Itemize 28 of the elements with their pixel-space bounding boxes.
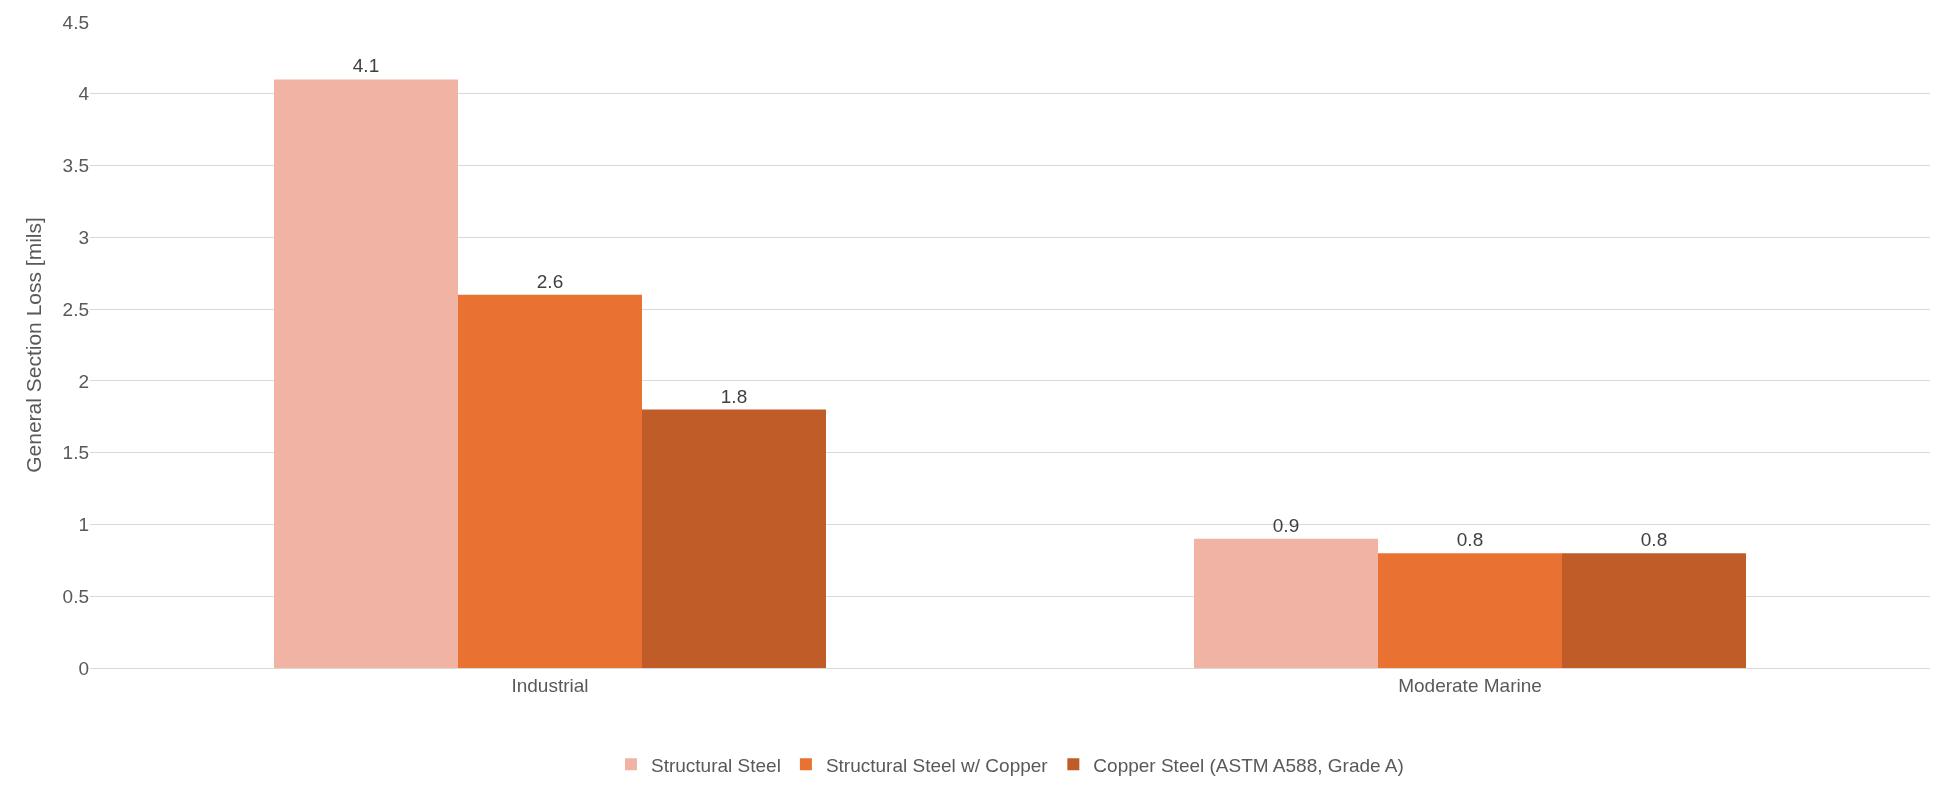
bar — [1194, 538, 1378, 668]
y-tick-label: 3 — [78, 226, 89, 248]
legend-label: Copper Steel (ASTM A588, Grade A) — [1093, 754, 1404, 776]
y-tick-label: 4.5 — [62, 11, 89, 33]
data-label: 0.9 — [1272, 514, 1300, 536]
data-label: 2.6 — [536, 270, 564, 292]
data-label: 0.8 — [1456, 529, 1484, 551]
y-tick-label: 0 — [78, 657, 89, 679]
data-label: 0.8 — [1640, 529, 1668, 551]
x-tick-label: Moderate Marine — [1398, 674, 1542, 696]
bar — [1378, 553, 1562, 668]
bar — [458, 294, 642, 668]
x-tick-label: Industrial — [511, 674, 589, 696]
y-tick-label: 1.5 — [62, 442, 89, 464]
bar — [642, 409, 826, 668]
y-tick-label: 0.5 — [62, 585, 89, 607]
y-tick-label: 1 — [78, 514, 89, 536]
y-axis-title: General Section Loss [mils] — [21, 217, 45, 473]
data-label: 4.1 — [352, 55, 380, 77]
y-tick-label: 2 — [78, 370, 89, 392]
data-label: 1.8 — [720, 385, 748, 407]
legend-label: Structural Steel — [651, 754, 781, 776]
y-tick-label: 2.5 — [62, 298, 89, 320]
bar — [1562, 553, 1746, 668]
y-tick-label: 3.5 — [62, 155, 89, 177]
legend-label: Structural Steel w/ Copper — [825, 754, 1049, 776]
y-tick-label: 4 — [78, 83, 90, 105]
bar — [274, 79, 458, 668]
